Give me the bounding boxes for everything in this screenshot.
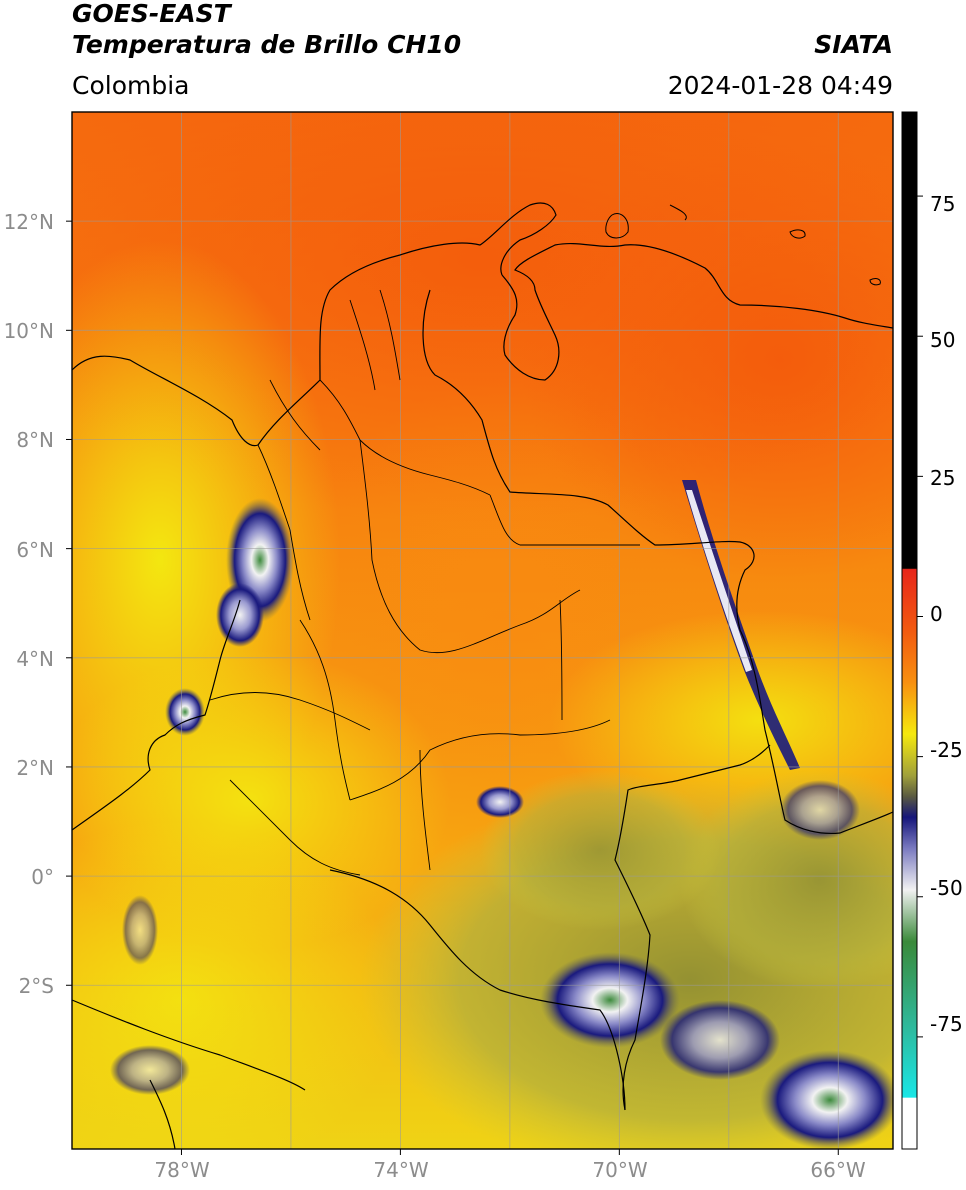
colorbar-label-minus75: -75	[930, 1012, 963, 1036]
lat-label-8n: 8°N	[16, 428, 54, 452]
region-label: Colombia	[72, 71, 190, 100]
colorbar-label-minus25: -25	[930, 738, 963, 762]
colorbar-label-25: 25	[930, 466, 956, 490]
colorbar-label-75: 75	[930, 192, 956, 216]
department-borders	[209, 289, 640, 876]
product-title: Temperatura de Brillo CH10	[72, 30, 462, 59]
country-borders	[71, 202, 894, 1150]
axis-ticks	[66, 220, 839, 1155]
lakes	[605, 204, 881, 286]
lat-label-12n: 12°N	[3, 210, 54, 234]
lon-label-78w: 78°W	[154, 1158, 210, 1182]
datetime-label: 2024-01-28 04:49	[667, 71, 893, 100]
agency-label: SIATA	[814, 30, 893, 59]
lon-label-66w: 66°W	[810, 1158, 866, 1182]
lat-label-10n: 10°N	[3, 319, 54, 343]
map-frame	[71, 111, 894, 1150]
colorbar	[901, 111, 918, 1150]
colorbar-label-50: 50	[930, 328, 956, 352]
lat-label-4n: 4°N	[16, 647, 54, 671]
colorbar-label-minus50: -50	[930, 876, 963, 900]
colorbar-label-0: 0	[930, 602, 943, 626]
lat-label-6n: 6°N	[16, 538, 54, 562]
lon-label-74w: 74°W	[373, 1158, 429, 1182]
lat-label-2n: 2°N	[16, 756, 54, 780]
lat-label-2s: 2°S	[18, 974, 54, 998]
graticule	[72, 112, 893, 1149]
lat-label-0: 0°	[31, 865, 54, 889]
satellite-title: GOES-EAST	[72, 0, 231, 28]
colorbar-ticks	[917, 195, 923, 1038]
lon-label-70w: 70°W	[592, 1158, 648, 1182]
